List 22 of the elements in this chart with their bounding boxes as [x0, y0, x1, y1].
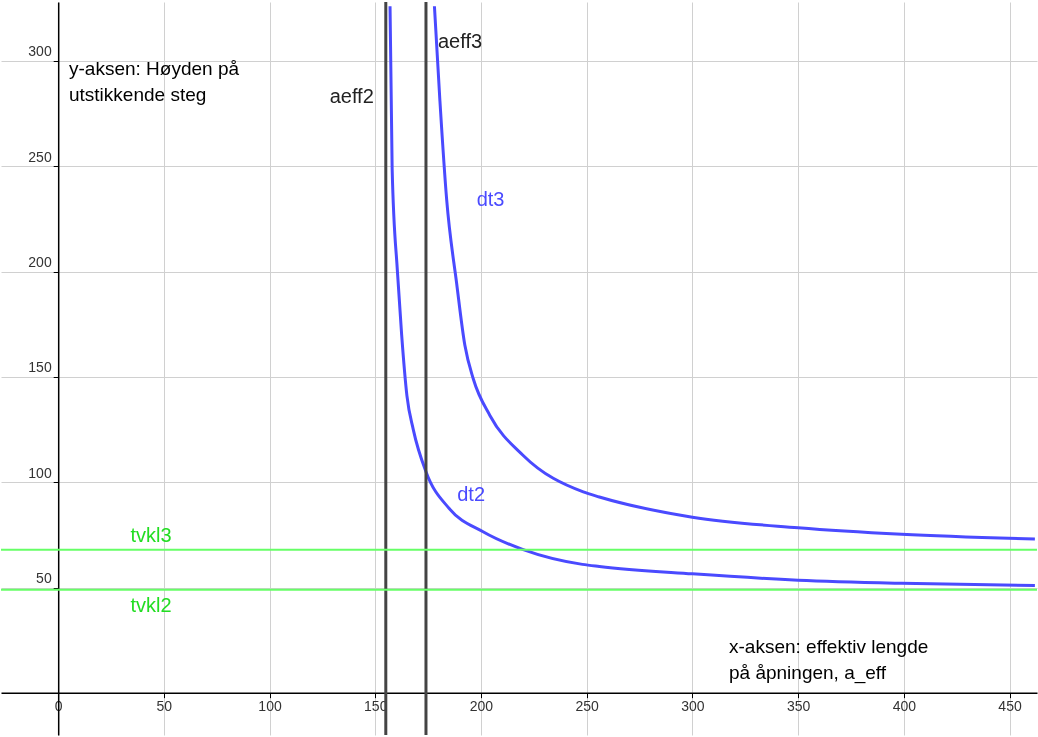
annotation: x-aksen: effektiv lengde på åpningen, a_eff	[729, 636, 929, 684]
ref-line-label: tvkl2	[130, 593, 172, 616]
series-label: dt2	[457, 482, 486, 505]
x-tick-label: 50	[156, 698, 173, 715]
x-tick-label: 200	[469, 698, 494, 715]
annotation: y-aksen: Høyden på utstikkende steg	[69, 58, 240, 105]
series-label: dt3	[476, 187, 505, 210]
ref-line-label: tvkl3	[130, 523, 172, 546]
y-tick-label: 150	[28, 359, 52, 376]
x-tick-label: 400	[892, 698, 917, 715]
y-tick-label: 300	[28, 43, 52, 60]
ref-line-label: aeff2	[329, 85, 374, 107]
x-tick-label: 450	[998, 698, 1022, 715]
x-tick-label: 100	[258, 698, 282, 715]
x-tick-label: 300	[681, 698, 705, 715]
x-tick-label: 350	[786, 698, 811, 715]
y-tick-label: 250	[28, 148, 52, 165]
y-tick-label: 100	[28, 464, 52, 481]
y-tick-label: 200	[28, 254, 52, 271]
x-tick-label: 250	[575, 698, 600, 715]
y-tick-label: 50	[36, 570, 52, 587]
ref-line-label: aeff3	[437, 30, 483, 52]
